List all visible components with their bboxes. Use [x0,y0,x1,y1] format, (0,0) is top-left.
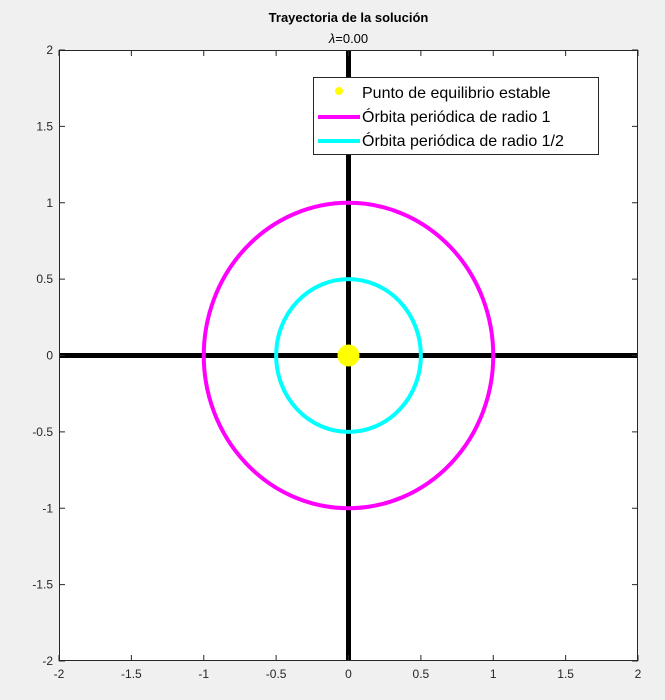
y-tick-label: -1.5 [32,578,53,592]
y-tick-label: -2 [42,654,53,668]
x-tick-label: 1.5 [557,667,574,681]
x-tick-label: 0 [345,667,352,681]
chart-subtitle: λ=0.00 [328,31,368,46]
y-tick-label: 2 [46,43,53,57]
x-tick-label: -1.5 [121,667,142,681]
ticks-layer [58,49,639,662]
legend-entry-label: Punto de equilibrio estable [362,85,551,102]
orbit-radius-0-5-line [274,277,423,434]
y-tick-label: 0 [46,349,53,363]
y-tick-label: 0.5 [36,272,53,286]
y-tick-label: -1 [42,501,53,515]
x-tick-label: -2 [54,667,65,681]
orbit-radius-1-line [201,200,496,511]
subtitle-symbol: λ [328,31,335,46]
x-tick-label: -1 [198,667,209,681]
x-tick-label: 1 [490,667,497,681]
legend-marker-equilibrium [335,87,343,95]
y-tick-label: 1 [46,196,53,210]
legend-box [313,77,599,155]
y-tick-label: 1.5 [36,119,53,133]
tick-labels-layer: -2 -1.5 -1 -0.5 0 0.5 1 1.5 2 -2 -1.5 -1 -0.5 0 0.5 1 1.… [32,43,641,681]
x-tick-label: 0.5 [413,667,430,681]
legend-entry-label: Órbita periódica de radio 1 [362,107,551,126]
chart-title: Trayectoria de la solución [269,10,429,25]
legend-entry-label: Órbita periódica de radio 1/2 [362,131,564,150]
subtitle-value: =0.00 [335,31,368,46]
x-tick-label: -0.5 [266,667,287,681]
x-tick-label: 2 [635,667,642,681]
equilibrium-point [337,344,360,367]
legend: Punto de equilibrio estable Órbita periód… [313,77,599,155]
y-tick-label: -0.5 [32,425,53,439]
